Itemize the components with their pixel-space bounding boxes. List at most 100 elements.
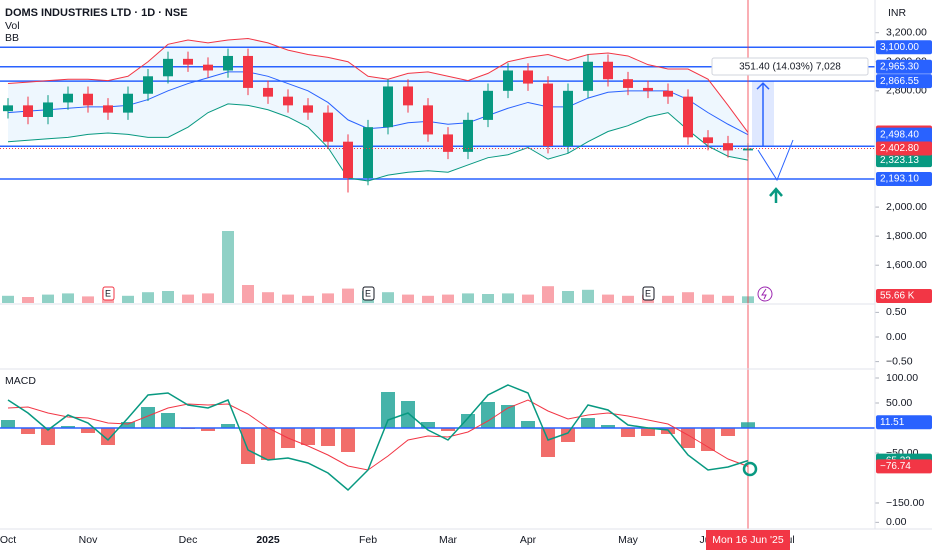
histogram-bar	[421, 422, 435, 428]
event-label: E	[105, 288, 111, 298]
histogram-bar	[241, 428, 255, 464]
x-tick-label: 2025	[256, 534, 280, 546]
event-marker	[362, 286, 375, 301]
volume-bar	[402, 294, 414, 303]
y-tick-label: 0.50	[886, 306, 907, 318]
volume-bar	[382, 292, 394, 303]
candle-body	[343, 141, 353, 179]
volume-bar	[622, 295, 634, 303]
candle-body	[363, 127, 373, 179]
histogram-bar	[561, 428, 575, 442]
value-tag-label: 3,100.00	[880, 42, 919, 53]
histogram-bar	[141, 407, 155, 428]
candle-body	[203, 64, 213, 71]
histogram-bar	[301, 428, 315, 445]
candle-body	[503, 70, 513, 91]
volume-bar	[462, 293, 474, 303]
histogram-bar	[521, 421, 535, 428]
x-tick-label: Dec	[179, 534, 198, 546]
y-tick-label: 2,000.00	[886, 201, 927, 213]
volume-bar	[522, 294, 534, 303]
candle-body	[243, 55, 253, 88]
value-tag-label: 2,498.40	[880, 129, 919, 140]
x-tick-label: May	[618, 534, 639, 546]
histogram-bar	[721, 428, 735, 436]
y-tick-label: 0.00	[886, 516, 907, 528]
candle-body	[403, 86, 413, 106]
value-tag	[876, 153, 932, 168]
crosshair-tag	[706, 530, 790, 550]
event-marker	[642, 286, 655, 301]
candle-body	[723, 143, 733, 151]
event-label: E	[365, 288, 371, 298]
bb-line	[7, 103, 749, 182]
y-tick-label: −150.00	[886, 497, 924, 509]
bb-legend: BB	[5, 32, 19, 44]
histogram-bar	[161, 413, 175, 428]
x-tick-label: Feb	[359, 534, 377, 546]
value-tag	[876, 141, 932, 156]
y-tick-label: −0.50	[886, 355, 913, 367]
volume-bar	[62, 293, 74, 303]
volume-bar	[562, 291, 574, 303]
value-tag	[876, 172, 932, 187]
volume-tag	[876, 289, 932, 303]
value-tag-label: −76.74	[880, 461, 911, 472]
volume-bar	[202, 293, 214, 303]
volume-bar	[242, 285, 254, 303]
candle-body	[443, 134, 453, 152]
volume-bar	[662, 295, 674, 303]
volume-bar	[42, 294, 54, 303]
volume-bar	[122, 295, 134, 303]
histogram-bar	[201, 428, 215, 431]
histogram-bar	[1, 420, 15, 428]
measure-box	[711, 57, 869, 76]
histogram-bar	[481, 402, 495, 428]
volume-bar	[2, 295, 14, 303]
value-tag	[876, 415, 932, 430]
macd-legend: MACD	[5, 375, 36, 387]
volume-bar	[342, 288, 354, 303]
histogram-bar	[41, 428, 55, 445]
candle-body	[143, 76, 153, 94]
candle-body	[703, 137, 713, 144]
dividend-icon-bolt	[761, 288, 767, 300]
candle-body	[223, 55, 233, 71]
histogram-bar	[341, 428, 355, 452]
volume-bar	[422, 295, 434, 303]
value-tag	[876, 127, 932, 142]
volume-bar	[222, 231, 234, 303]
candle-body	[3, 105, 13, 112]
y-tick-label: 1,800.00	[886, 230, 927, 242]
histogram-bar	[541, 428, 555, 457]
candle-body	[63, 93, 73, 103]
dividend-icon	[757, 286, 773, 302]
histogram-bar	[441, 428, 455, 431]
candle-body	[583, 61, 593, 91]
candle-body	[183, 58, 193, 65]
measure-text: 351.40 (14.03%) 7,028	[739, 62, 841, 73]
candle-body	[43, 102, 53, 117]
projection-path	[757, 139, 794, 182]
histogram-bar	[581, 418, 595, 428]
up-arrow	[769, 187, 783, 203]
candle-body	[303, 105, 313, 113]
value-tag-label: 2,866.55	[880, 76, 919, 87]
candle-body	[603, 61, 613, 80]
currency: INR	[888, 7, 907, 19]
x-tick-label: Apr	[520, 534, 537, 546]
histogram-bar	[21, 428, 35, 434]
signal-line	[7, 399, 749, 471]
histogram-bar	[741, 422, 755, 428]
candle-body	[683, 96, 693, 138]
histogram-bar	[81, 428, 95, 433]
value-tag	[876, 459, 932, 474]
volume-bar	[22, 297, 34, 303]
candle-body	[563, 90, 573, 147]
histogram-bar	[621, 428, 635, 437]
candle-body	[323, 112, 333, 142]
candle-body	[543, 83, 553, 147]
volume-bar	[82, 296, 94, 303]
volume-bar	[722, 295, 734, 303]
